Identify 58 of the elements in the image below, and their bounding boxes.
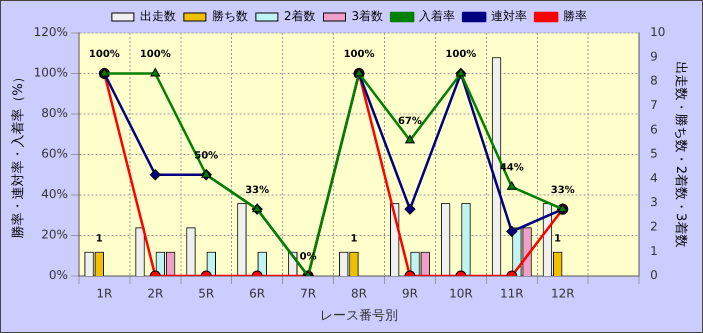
y2-tick-label: 9: [650, 49, 658, 64]
legend-label: 勝ち数: [212, 9, 248, 24]
y2-tick-label: 4: [650, 170, 658, 185]
data-label: 67%: [398, 116, 422, 127]
data-label: 1: [554, 233, 562, 244]
y2-tick-label: 5: [650, 146, 658, 161]
data-label: 100%: [344, 49, 374, 60]
y-tick-label: 40%: [41, 187, 68, 202]
x-tick-label: 9R: [402, 286, 418, 300]
x-tick-label: 11R: [500, 286, 524, 300]
x-tick-label: 7R: [300, 286, 316, 300]
legend-label: 2着数: [284, 9, 316, 24]
data-label: 33%: [245, 184, 270, 196]
legend-label: 3着数: [352, 9, 384, 24]
legend-label: 勝率: [563, 9, 588, 24]
x-tick-label: 2R: [147, 286, 164, 300]
x-tick-label: 10R: [449, 286, 473, 300]
point: [100, 68, 110, 76]
data-label: 100%: [88, 49, 120, 60]
y-tick-label: 20%: [41, 228, 68, 242]
point: [354, 68, 364, 76]
x-tick-label: 6R: [249, 286, 266, 300]
y2-tick-label: 7: [650, 98, 658, 112]
data-label: 1: [350, 233, 358, 244]
y2-tick-label: 8: [650, 74, 658, 88]
data-label: 100%: [140, 49, 171, 60]
point: [405, 134, 415, 144]
y-tick-label: 80%: [41, 106, 68, 120]
y-axis-title: 勝率・連対率・入着率（%）: [10, 70, 26, 239]
y-tick-label: 120%: [34, 25, 68, 40]
x-tick-label: 5R: [198, 286, 214, 300]
x-tick-label: 1R: [96, 286, 112, 300]
y2-axis-title: 出走数・勝ち数・2着数・3着数: [672, 62, 689, 248]
point: [558, 204, 568, 212]
point: [252, 204, 262, 212]
legend-label: 出走数: [140, 9, 176, 24]
data-label: 33%: [550, 184, 575, 196]
point: [201, 169, 212, 178]
x-tick-label: 8R: [351, 286, 368, 300]
y2-tick-label: 10: [650, 25, 666, 40]
y-tick-label: 100%: [34, 66, 68, 80]
y-tick-label: 0%: [48, 268, 68, 282]
point: [150, 169, 161, 180]
y2-tick-label: 3: [650, 195, 658, 210]
x-tick-label: 12R: [550, 286, 575, 300]
point: [456, 68, 466, 76]
point: [150, 68, 160, 76]
y2-tick-label: 6: [650, 122, 658, 136]
x-axis-title: レース番号別: [320, 308, 398, 324]
data-label: 100%: [445, 49, 476, 60]
y2-tick-label: 0: [650, 268, 658, 282]
data-label: 1: [96, 233, 103, 244]
y2-tick-label: 2: [650, 220, 658, 234]
y-tick-label: 60%: [41, 146, 68, 161]
y2-tick-label: 1: [650, 244, 658, 258]
point: [506, 181, 517, 190]
legend-label: 入着率: [419, 9, 456, 24]
legend-label: 連対率: [491, 9, 528, 24]
